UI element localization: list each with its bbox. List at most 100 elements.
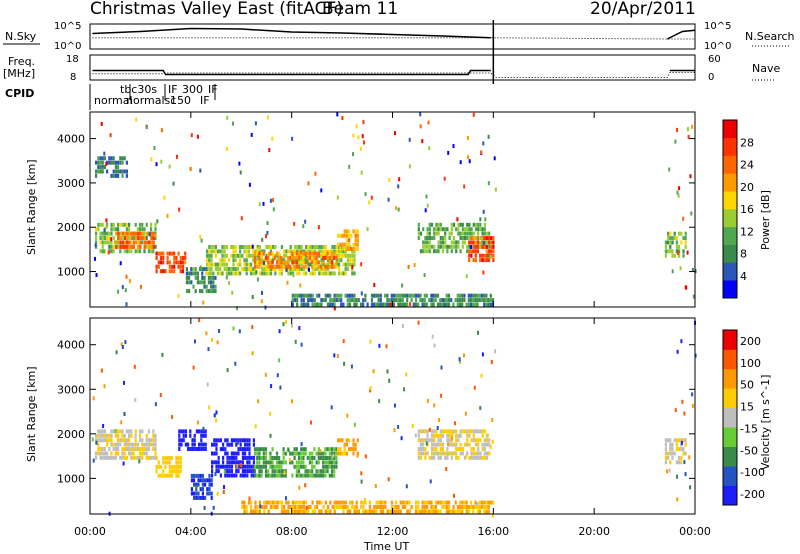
range-cell [451,436,454,441]
velocity-colorbar-swatch [723,407,737,428]
range-cell [684,240,687,245]
range-cell [459,509,462,514]
range-cell [202,426,205,431]
range-cell [333,262,336,267]
range-cell [251,325,254,329]
range-cell [275,460,279,465]
range-cell [234,258,237,263]
range-cell [175,464,178,469]
range-cell [459,451,462,456]
range-cell [173,256,176,260]
range-cell [488,438,491,443]
range-cell [489,500,492,505]
range-cell [278,358,281,363]
range-cell [379,293,382,298]
range-cell [320,253,323,258]
range-cell [95,455,98,460]
range-cell [206,487,209,492]
range-cell [437,231,440,236]
range-cell [214,284,217,289]
range-cell [466,442,469,447]
range-cell [436,426,439,430]
range-cell [477,455,480,460]
range-cell [211,442,214,447]
range-cell [406,298,409,303]
range-cell [470,455,473,460]
range-cell [253,256,257,260]
range-cell [95,227,98,232]
range-cell [470,447,473,451]
range-cell [95,236,98,240]
range-cell [481,433,484,438]
range-cell [143,447,146,451]
range-cell [204,442,207,447]
range-cell [401,298,404,303]
noise-search-line [92,37,695,40]
range-cell [408,293,411,298]
range-cell [379,505,382,509]
range-cell [112,222,115,227]
range-cell [119,455,122,460]
range-cell [479,244,482,249]
range-cell [261,271,264,276]
range-cell [244,455,247,460]
range-cell [409,508,412,513]
range-cell [401,505,404,509]
range-cell [214,262,217,267]
range-cell [318,249,321,254]
range-cell [287,500,290,505]
range-cell [278,473,281,478]
range-cell [384,505,387,509]
range-cell [268,148,271,153]
range-cell [248,460,251,465]
range-cell [91,437,94,442]
range-cell [331,253,334,258]
range-cell [101,156,104,161]
range-cell [101,447,104,451]
y-tick-label: 3000 [57,383,85,396]
range-cell [280,509,283,514]
range-cell [95,451,98,456]
range-cell [488,244,491,249]
range-cell [671,269,674,274]
range-cell [342,509,345,514]
range-cell [428,427,431,432]
range-cell [320,298,323,303]
range-cell [175,256,178,260]
range-cell [219,464,222,469]
range-cell [243,245,246,249]
range-cell [164,464,167,469]
range-cell [195,482,198,487]
range-cell [283,262,286,267]
range-cell [208,249,211,254]
range-cell [324,264,327,269]
range-cell [271,456,274,460]
range-cell [217,469,220,474]
range-cell [478,293,481,298]
range-cell [296,245,299,249]
range-cell [676,474,678,479]
range-cell [484,217,487,222]
range-cell [286,256,290,260]
range-cell [258,464,261,469]
range-cell [108,240,111,245]
velocity-colorbar-label: Velocity [m s^-1] [759,375,772,470]
cpid-label: CPID [5,87,34,100]
range-cell [145,125,148,130]
range-cell [677,193,680,198]
range-cell [238,161,241,166]
range-cell [99,433,102,438]
range-cell [357,298,360,303]
range-cell [300,293,303,298]
range-cell [337,242,340,247]
range-cell [683,411,686,416]
range-cell [476,505,479,509]
range-cell [114,447,117,451]
range-cell [237,447,240,452]
noise-panel-frame [89,23,696,50]
range-cell [139,240,142,245]
range-cell [489,255,492,259]
range-cell [421,500,424,505]
range-cell [213,442,216,447]
range-cell [474,249,477,254]
